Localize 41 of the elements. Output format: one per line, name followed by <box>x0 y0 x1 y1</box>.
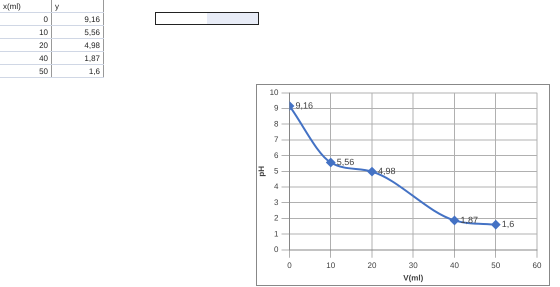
y-tick-label: 2 <box>274 214 280 223</box>
data-label: 1,87 <box>460 214 478 225</box>
y-tick-label: 8 <box>274 119 280 128</box>
y-tick-label: 0 <box>274 245 280 254</box>
x-axis-title: V(ml) <box>403 273 424 282</box>
y-tick-label: 7 <box>274 135 280 144</box>
point <box>326 158 336 168</box>
text: 50 <box>0 64 52 78</box>
y-axis-title: pH <box>257 166 266 177</box>
text: 0 <box>0 12 52 26</box>
text: 40 <box>0 52 52 64</box>
point <box>368 167 376 176</box>
y-tick-label: 5 <box>274 166 280 176</box>
y-tick-label: 4 <box>274 182 280 192</box>
data-label: 4,98 <box>378 166 396 176</box>
y-tick-label: 10 <box>270 88 280 98</box>
text: 1,6 <box>88 66 100 76</box>
point <box>491 220 500 230</box>
text: 4,98 <box>84 40 100 50</box>
y-tick-label: 9 <box>274 104 280 113</box>
x-tick-label: 10 <box>326 260 336 270</box>
data-label: 9,16 <box>296 100 314 110</box>
data-label: 5,56 <box>336 156 354 167</box>
y-tick-label: 6 <box>274 150 280 160</box>
text: 9,16 <box>84 14 100 24</box>
text: 5,56 <box>84 28 100 36</box>
x-tick-label: 50 <box>491 260 501 270</box>
x-tick-label: 40 <box>450 260 460 270</box>
x-tick-label: 20 <box>368 260 377 270</box>
x-tick-label: 60 <box>532 260 542 270</box>
data-label: 1,6 <box>502 219 514 230</box>
text: y <box>52 0 104 12</box>
text: 10 <box>0 26 52 38</box>
point <box>450 216 459 225</box>
text: 1,87 <box>84 54 100 62</box>
text: x(ml) <box>0 0 52 12</box>
x-tick-label: 30 <box>408 260 418 270</box>
x-tick-label: 0 <box>287 260 292 270</box>
y-tick-label: 1 <box>274 229 280 238</box>
text: 20 <box>0 38 52 52</box>
y-tick-label: 3 <box>274 198 280 207</box>
